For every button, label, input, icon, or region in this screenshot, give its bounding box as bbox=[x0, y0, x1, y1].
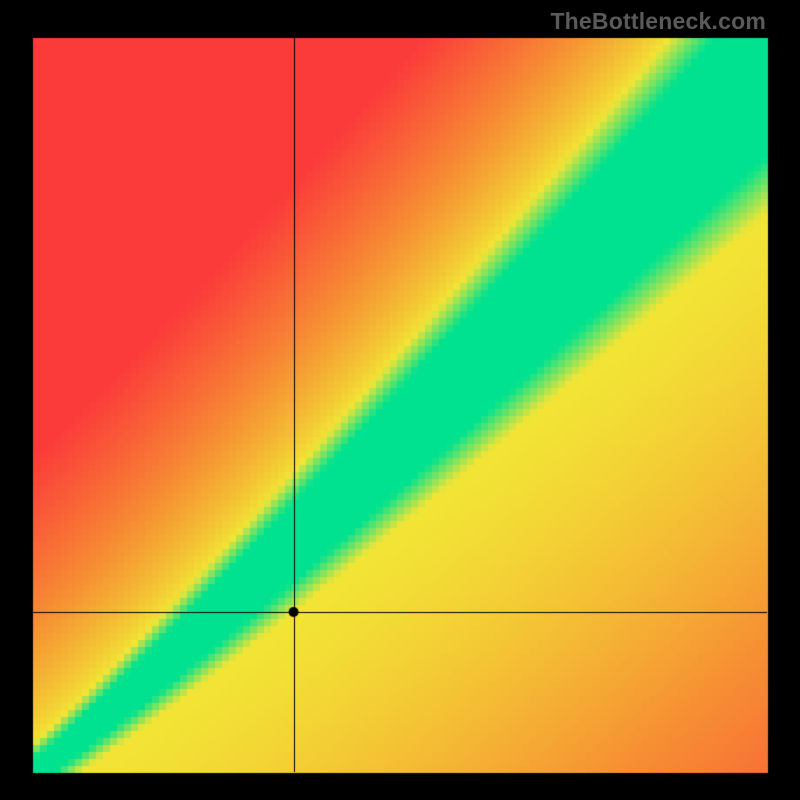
watermark-text: TheBottleneck.com bbox=[550, 8, 766, 35]
chart-container: TheBottleneck.com bbox=[0, 0, 800, 800]
heatmap-canvas bbox=[0, 0, 800, 800]
